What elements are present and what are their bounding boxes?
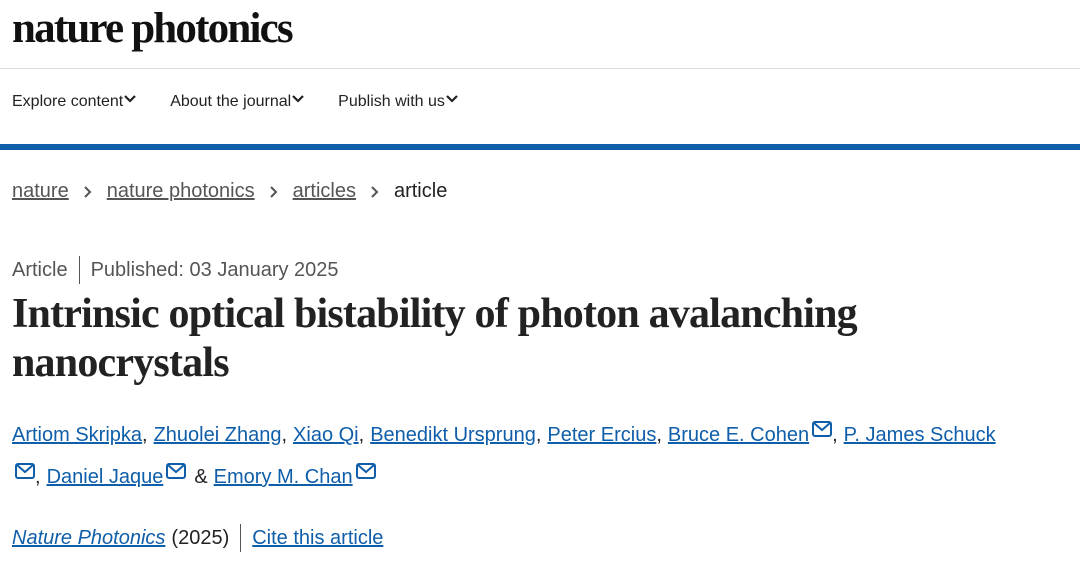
nav-label[interactable]: About the journal [170, 93, 292, 110]
email-icon[interactable] [812, 421, 833, 437]
citation-line: Nature Photonics (2025) Cite this articl… [12, 524, 383, 552]
author-separator: , [142, 424, 148, 446]
email-icon[interactable] [355, 463, 376, 479]
author-name[interactable]: Peter Ercius [547, 424, 657, 446]
author-name[interactable]: Zhuolei Zhang [153, 424, 282, 446]
article-meta: Article Published: 03 January 2025 [12, 256, 339, 284]
separator [78, 256, 80, 284]
nav-item[interactable]: Publish with us [338, 92, 459, 111]
author-list: Artiom Skripka, Zhuolei Zhang, Xiao Qi, Ben… [12, 414, 1012, 498]
nav-label[interactable]: Explore content [12, 93, 124, 110]
author-separator: , [281, 424, 288, 446]
breadcrumb[interactable]: articles [292, 180, 356, 202]
breadcrumbs: nature nature photonics articles article [12, 180, 447, 203]
author-name[interactable]: Xiao Qi [293, 424, 359, 446]
cite-link[interactable]: Cite this article [252, 526, 384, 549]
nav-item[interactable]: Explore content [12, 92, 137, 111]
breadcrumb[interactable]: nature photonics [106, 180, 255, 202]
author-name[interactable]: Artiom Skripka [12, 424, 143, 446]
author-name[interactable]: Daniel Jaque [46, 466, 164, 488]
separator [240, 524, 242, 552]
author-name[interactable]: Bruce E. Cohen [667, 424, 810, 446]
author-separator: , [358, 424, 365, 446]
author-separator: & [194, 466, 208, 488]
article-type: Article [12, 258, 68, 281]
author-name[interactable]: P. James Schuck [843, 424, 996, 446]
author-separator: , [35, 466, 41, 488]
article-title: Intrinsic optical bistability of photon … [12, 291, 858, 386]
author-name[interactable]: Benedikt Ursprung [370, 424, 536, 446]
nav: Explore content About the journal Publish … [12, 92, 459, 111]
breadcrumb[interactable]: nature [12, 180, 69, 202]
chevron [292, 95, 304, 103]
divider [0, 68, 1080, 69]
author-separator: , [656, 424, 662, 446]
email-icon[interactable] [15, 463, 35, 479]
year: (2025) [171, 526, 230, 549]
accent-bar [0, 144, 1080, 150]
nav-label[interactable]: Publish with us [338, 93, 445, 110]
chevron [371, 185, 379, 198]
chevron [124, 95, 136, 103]
journal-link[interactable]: Nature Photonics [12, 526, 166, 549]
logo[interactable]: nature photonics [12, 5, 294, 52]
author-separator: , [535, 424, 542, 446]
chevron [269, 185, 278, 198]
breadcrumb: article [393, 180, 448, 202]
author-separator: , [832, 424, 838, 446]
author-name[interactable]: Emory M. Chan [213, 466, 353, 488]
nav-item[interactable]: About the journal [170, 92, 305, 111]
chevron [446, 95, 458, 103]
chevron [84, 185, 92, 198]
email-icon[interactable] [166, 463, 187, 479]
published-date: Published: 03 January 2025 [90, 258, 339, 281]
